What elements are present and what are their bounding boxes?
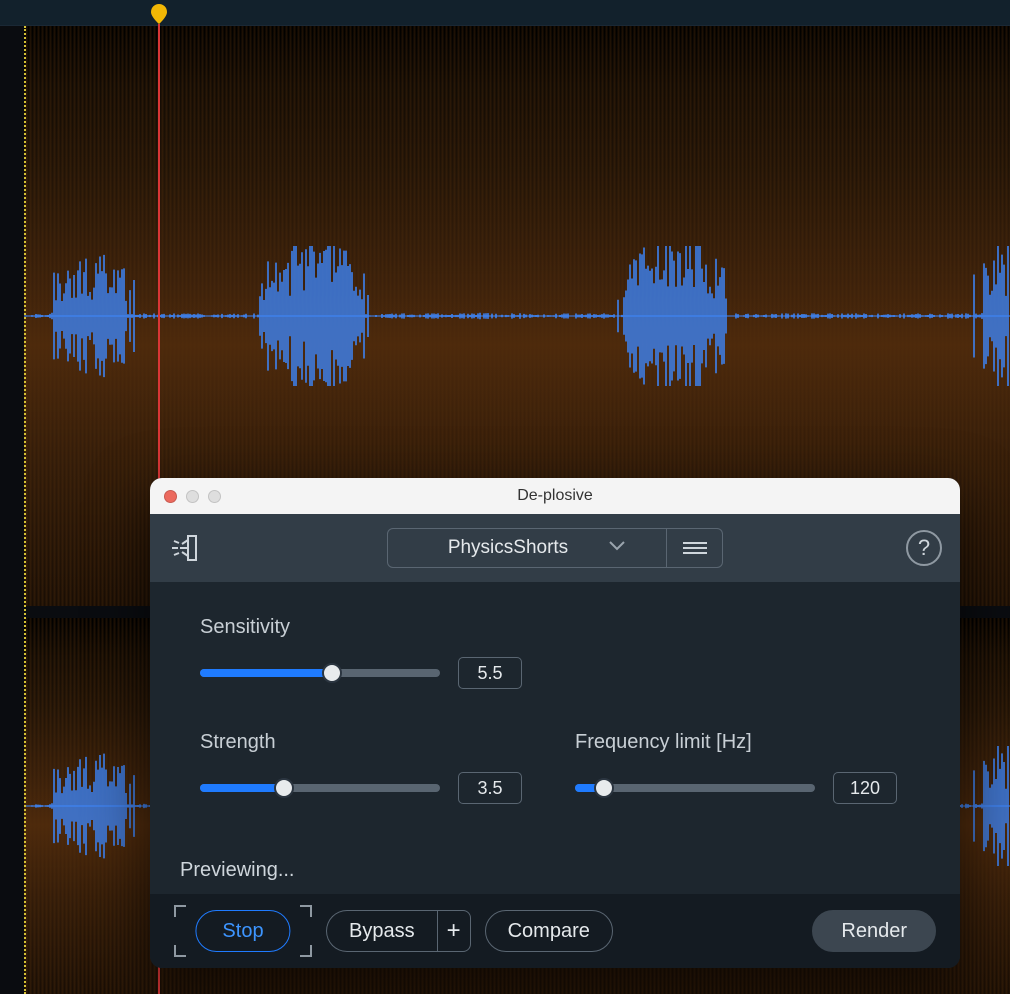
help-button[interactable]: ? — [906, 530, 942, 566]
playhead-marker[interactable] — [151, 4, 167, 24]
strength-thumb[interactable] — [274, 778, 294, 798]
strength-slider[interactable] — [200, 784, 440, 792]
render-button[interactable]: Render — [812, 910, 936, 952]
close-button[interactable] — [164, 490, 177, 503]
maximize-button — [208, 490, 221, 503]
deplosive-icon — [168, 530, 204, 566]
frequency-limit-thumb[interactable] — [594, 778, 614, 798]
strength-control: Strength 3.5 — [200, 731, 535, 804]
sensitivity-control: Sensitivity 5.5 — [200, 616, 910, 689]
sensitivity-label: Sensitivity — [200, 616, 910, 639]
strength-value[interactable]: 3.5 — [458, 772, 522, 804]
preview-region-indicator: Stop — [174, 905, 312, 957]
dialog-title: De-plosive — [150, 487, 960, 505]
plus-icon: + — [447, 917, 461, 945]
frequency-limit-slider[interactable] — [575, 784, 815, 792]
sensitivity-slider[interactable] — [200, 669, 440, 677]
dialog-footer: Stop Bypass + Compare Render — [150, 894, 960, 968]
frequency-limit-control: Frequency limit [Hz] 120 — [575, 731, 910, 804]
help-icon: ? — [918, 535, 930, 561]
frequency-limit-value[interactable]: 120 — [833, 772, 897, 804]
chevron-down-icon — [608, 539, 626, 557]
selection-start-line[interactable] — [24, 26, 26, 994]
dialog-body: Sensitivity 5.5 Strength 3.5 — [150, 582, 960, 804]
hamburger-icon — [683, 539, 707, 557]
preset-dropdown[interactable]: PhysicsShorts — [387, 528, 667, 568]
preset-name: PhysicsShorts — [448, 537, 568, 559]
deplosive-dialog: De-plosive PhysicsShorts — [150, 478, 960, 968]
preset-menu-button[interactable] — [667, 528, 723, 568]
add-button[interactable]: + — [437, 910, 471, 952]
stop-button[interactable]: Stop — [195, 910, 290, 952]
dialog-toolbar: PhysicsShorts ? — [150, 514, 960, 582]
sensitivity-thumb[interactable] — [322, 663, 342, 683]
compare-button[interactable]: Compare — [485, 910, 613, 952]
titlebar[interactable]: De-plosive — [150, 478, 960, 514]
frequency-limit-label: Frequency limit [Hz] — [575, 731, 910, 754]
status-text: Previewing... — [180, 859, 295, 882]
sensitivity-value[interactable]: 5.5 — [458, 657, 522, 689]
minimize-button — [186, 490, 199, 503]
strength-label: Strength — [200, 731, 535, 754]
waveform-top — [24, 246, 1010, 386]
bypass-button[interactable]: Bypass — [326, 910, 437, 952]
